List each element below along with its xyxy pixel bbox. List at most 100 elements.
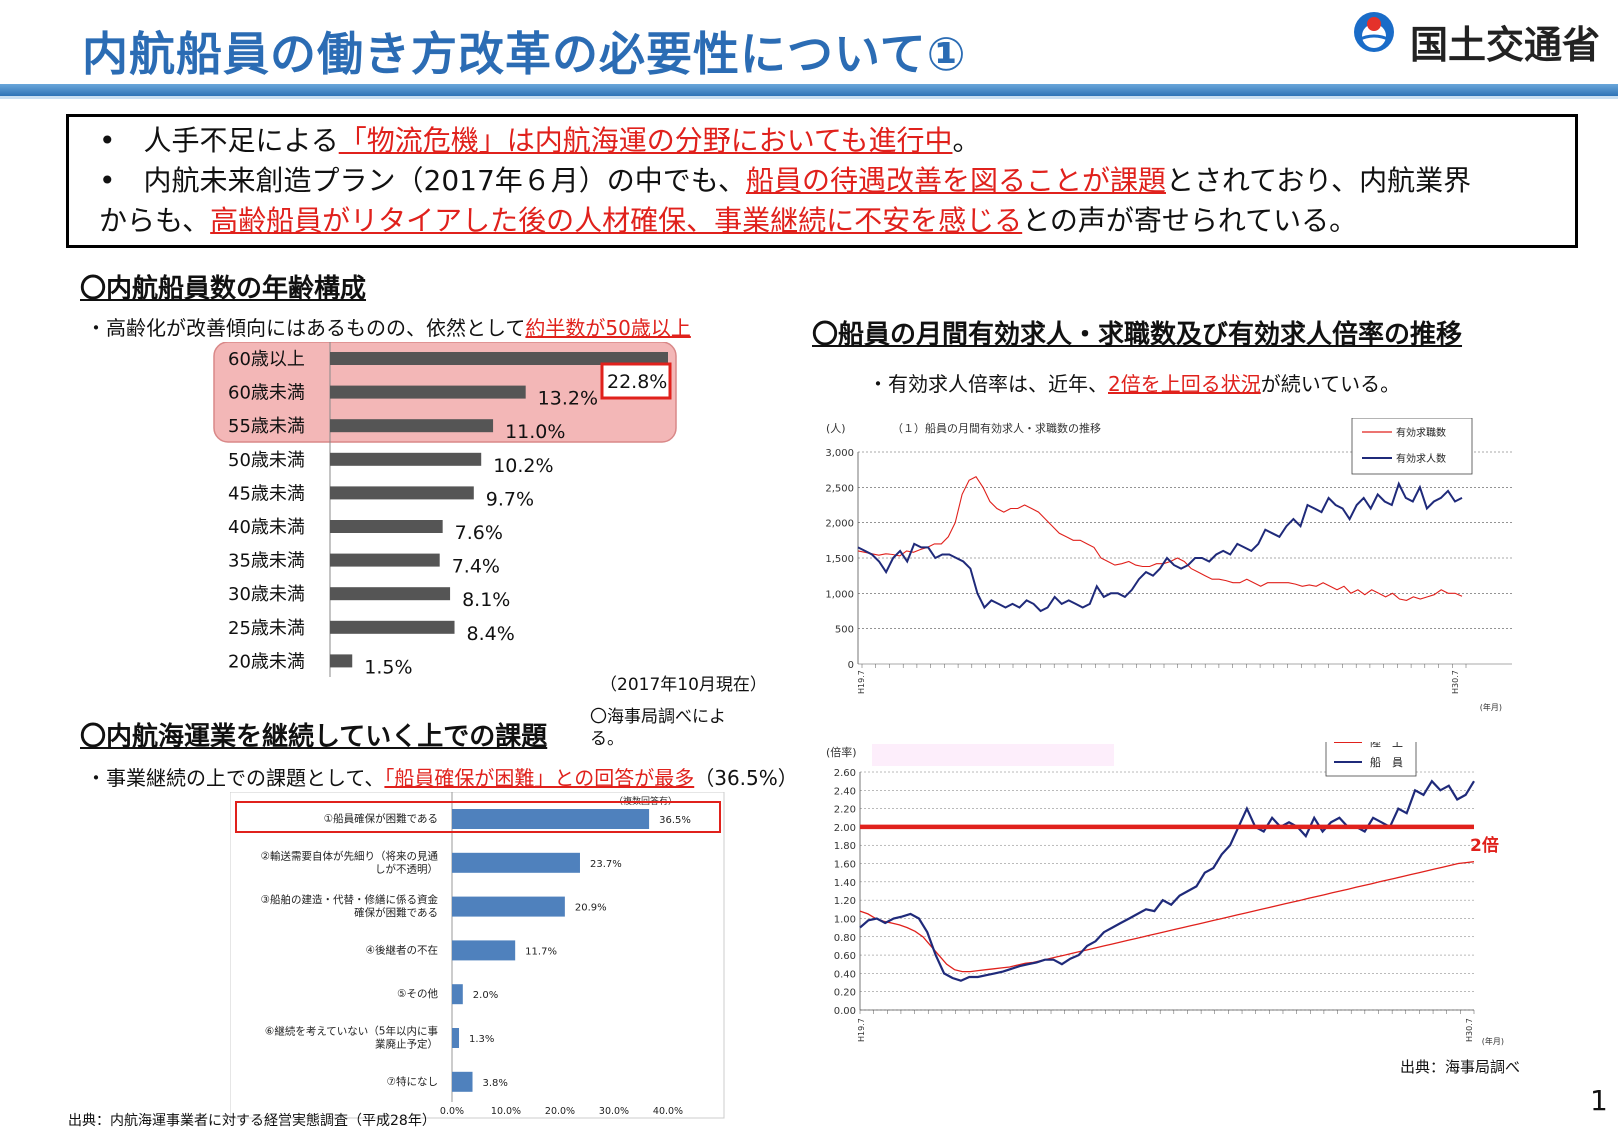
note-highlight: 2倍を上回る状況	[1108, 372, 1261, 396]
category-label: 確保が困難である	[354, 906, 438, 919]
series-line	[857, 481, 1463, 613]
y-tick-label: 2.00	[834, 823, 856, 834]
category-label: ②輸送需要自体が先細り（将来の見通	[261, 849, 439, 862]
summary-highlight: 船員の待遇改善を図ることが課題	[745, 164, 1166, 197]
bar	[452, 896, 565, 917]
job-counts-line-chart: (人) （１）船員の月間有効求人・求職数の推移 0 500 1,000 1,500 2,00…	[825, 418, 1512, 712]
bar	[452, 852, 580, 873]
y-axis-label: (人)	[826, 422, 846, 435]
summary-text: 人手不足による	[143, 124, 339, 157]
title-divider	[0, 84, 1618, 96]
highlight-row	[235, 801, 721, 833]
y-tick-label: 2,500	[825, 483, 854, 494]
bar	[330, 587, 451, 601]
x-tick-label: H19.7	[857, 670, 866, 694]
bar	[452, 984, 463, 1005]
summary-text: 。	[952, 124, 981, 157]
value-label: 20.9%	[575, 903, 607, 914]
y-tick-label: 3,000	[825, 448, 854, 459]
note-text: ・有効求人倍率は、近年、	[868, 372, 1108, 396]
job-ratio-line-chart: (倍率) 0.00 0.20 0.40 0.60 0.80 1.00 1.20 1.40 1.60…	[826, 742, 1504, 1046]
value-label: 9.7%	[486, 488, 534, 510]
series-line	[857, 475, 1463, 601]
x-tick-label: 40.0%	[653, 1106, 683, 1117]
category-label: ①船員確保が困難である	[324, 812, 438, 825]
y-tick-label: 2.60	[834, 768, 856, 779]
highlight-label-box	[600, 362, 672, 400]
y-tick-label: 0.80	[834, 933, 856, 944]
y-tick-label: 1.00	[834, 914, 856, 925]
legend-label: 船 員	[1370, 755, 1403, 769]
category-label: 55歳未満	[228, 416, 305, 437]
x-tick-label: 10.0%	[491, 1106, 521, 1117]
summary-text: からも、	[99, 204, 211, 237]
note-text: （36.5%）	[694, 766, 798, 790]
bar	[452, 1071, 473, 1092]
value-label: 11.0%	[505, 421, 565, 443]
summary-text: 内航未来創造プラン（2017年６月）の中でも、	[143, 164, 746, 197]
y-tick-label: 0.20	[834, 988, 856, 999]
x-tick-label: 30.0%	[599, 1106, 629, 1117]
category-label: 30歳未満	[228, 584, 305, 605]
reference-label: 2倍	[1470, 835, 1499, 856]
bar	[330, 620, 455, 634]
series-line	[859, 861, 1475, 973]
page-title: 内航船員の働き方改革の必要性について①	[82, 27, 967, 81]
y-tick-label: 2,000	[825, 519, 854, 530]
y-tick-label: 0.00	[834, 1006, 856, 1017]
bar	[330, 419, 494, 433]
y-tick-label: 0.60	[834, 951, 856, 962]
x-tick-label: H30.7	[1465, 1018, 1474, 1042]
summary-bullet-2-cont: からも、高齢船員がリタイアした後の人材確保、事業継続に不安を感じるとの声が寄せら…	[99, 201, 1557, 241]
value-label: 1.5%	[364, 656, 412, 678]
y-axis-label: (倍率)	[826, 745, 857, 759]
category-label: 20歳未満	[228, 651, 305, 672]
category-label: ④後継者の不在	[366, 943, 438, 956]
y-tick-label: 2.20	[834, 805, 856, 816]
x-tick-label: 0.0%	[440, 1106, 464, 1117]
age-bar-chart: 60歳以上 22.8% 60歳未満 13.2% 55歳未満 11.0% 50歳未満 10.2%…	[213, 342, 677, 678]
y-tick-label: 1,500	[825, 554, 854, 565]
value-label: 2.0%	[473, 990, 498, 1001]
category-label: ⑥継続を考えていない（5年以内に事	[265, 1025, 439, 1038]
x-tick-label: H30.7	[1451, 670, 1460, 694]
bar	[452, 1028, 460, 1048]
y-tick-label: 2.40	[834, 786, 856, 797]
blank-band	[872, 744, 1114, 766]
value-label: 22.8%	[607, 371, 667, 393]
value-label: 23.7%	[590, 859, 622, 870]
issues-section-note: ・事業継続の上での課題として、「船員確保が困難」との回答が最多（36.5%）	[86, 762, 798, 791]
note-highlight: 約半数が50歳以上	[525, 316, 691, 340]
summary-box: • 人手不足による「物流危機」は内航海運の分野においても進行中。 • 内航未来創…	[66, 114, 1578, 248]
value-label: 7.4%	[452, 556, 500, 578]
note-text: ・事業継続の上での課題として、	[86, 766, 385, 790]
category-label: 35歳未満	[228, 551, 305, 572]
note-text: ・高齢化が改善傾向にはあるものの、依然として	[86, 316, 526, 340]
series-line	[859, 779, 1475, 982]
category-label: ③船舶の建造・代替・修繕に係る資金	[261, 893, 439, 906]
bar	[330, 654, 353, 668]
summary-highlight: 「物流危機」は内航海運の分野においても進行中	[338, 124, 953, 157]
bar	[452, 940, 516, 961]
legend-box	[1351, 418, 1473, 475]
bar	[330, 553, 440, 567]
jobs-section-title: 〇船員の月間有効求人・求職数及び有効求人倍率の推移	[812, 320, 1463, 350]
value-label: 7.6%	[455, 522, 503, 544]
issues-bar-chart: （複数回答有）36.5%①船員確保が困難である23.7%②輸送需要自体が先細り（…	[230, 792, 725, 1119]
y-tick-label: 1.80	[834, 841, 856, 852]
y-tick-label: 1.60	[834, 860, 856, 871]
issues-section-title: 〇内航海運業を継続していく上での課題	[80, 722, 548, 752]
y-tick-label: 0.40	[834, 969, 856, 980]
bar	[330, 352, 668, 365]
y-tick-label: 1.40	[834, 878, 856, 889]
as-of-label: （2017年10月現在）	[600, 675, 767, 695]
value-label: 8.4%	[467, 623, 515, 645]
chart-title: （１）船員の月間有効求人・求職数の推移	[892, 421, 1101, 435]
category-label: 60歳未満	[228, 383, 305, 404]
page-number: 1	[1590, 1084, 1608, 1117]
summary-text: との声が寄せられている。	[1022, 204, 1358, 237]
x-tick-label: 20.0%	[545, 1106, 575, 1117]
x-axis-label: (年月)	[1480, 702, 1502, 712]
issues-source: 出典：内航海運事業者に対する経営実態調査（平成28年）	[68, 1113, 436, 1129]
logo-text: 国土交通省	[1410, 23, 1601, 67]
